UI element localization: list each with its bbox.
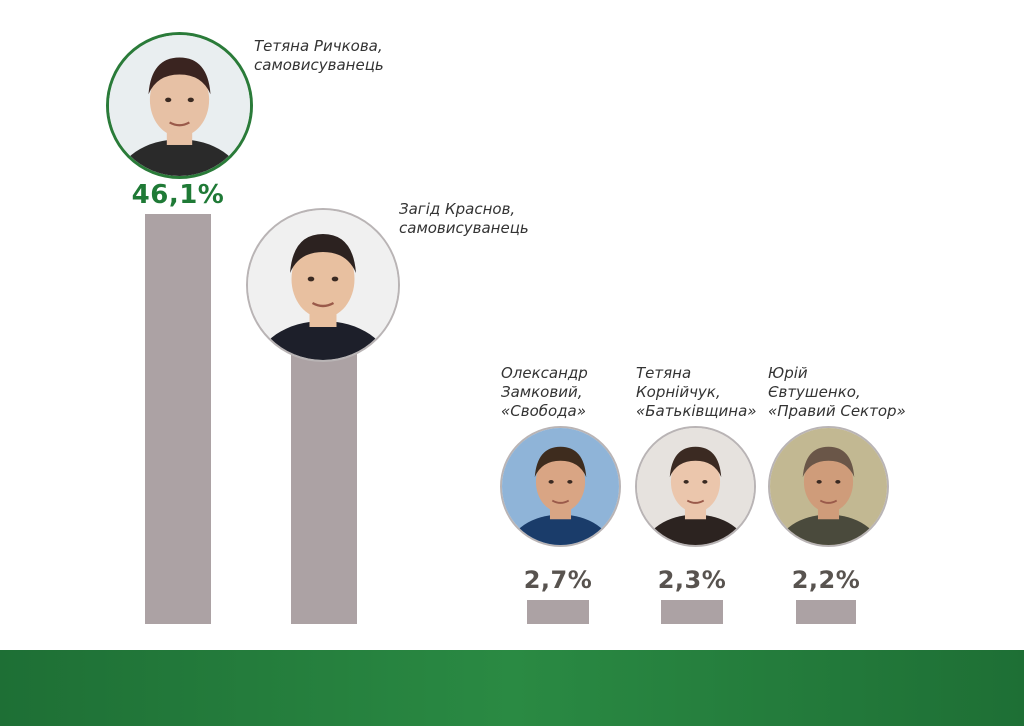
candidate-name-line: Олександр [501,364,588,382]
candidate-name-line: Юрій [768,364,808,382]
bar-4 [661,600,723,624]
candidate-photo-3 [500,426,621,547]
candidate-name-line: Тетяна [636,364,692,382]
candidate-photo-5 [768,426,889,547]
candidate-name-3: Олександр Замковий, «Свобода» [501,364,588,421]
candidate-name-line: самовисуванець [254,56,384,74]
candidate-photo-1 [106,32,253,179]
candidate-name-1: Тетяна Ричкова, самовисуванець [254,37,384,75]
candidate-photo-4 [635,426,756,547]
data-label-3: 2,7% [523,565,593,594]
bar-2 [291,352,357,624]
data-label-1: 46,1% [131,180,225,210]
candidate-name-2: Загід Краснов, самовисуванець [399,200,529,238]
candidate-name-line: Корнійчук, [636,383,721,401]
data-label-5: 2,2% [791,566,861,594]
candidate-name-line: Євтушенко, [768,383,861,401]
candidate-name-line: Замковий, [501,383,583,401]
candidate-name-5: Юрій Євтушенко, «Правий Сектор» [768,364,906,421]
candidate-name-line: «Батьківщина» [636,402,757,420]
bar-5 [796,600,856,624]
bar-1 [145,214,211,624]
candidate-name-line: самовисуванець [399,219,529,237]
footer-band [0,650,1024,726]
candidate-name-line: Загід Краснов, [399,200,516,218]
candidate-name-line: «Правий Сектор» [768,402,906,420]
candidate-name-line: «Свобода» [501,402,586,420]
candidate-name-line: Тетяна Ричкова, [254,37,383,55]
data-label-4: 2,3% [657,566,727,594]
bar-3 [527,599,589,624]
candidate-photo-2 [246,208,400,362]
candidate-name-4: Тетяна Корнійчук, «Батьківщина» [636,364,757,421]
